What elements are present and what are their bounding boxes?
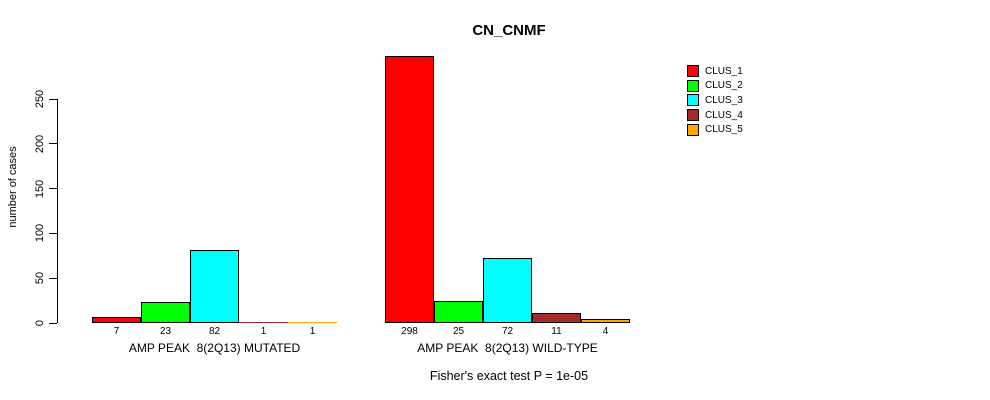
bar-value-label: 298	[401, 326, 418, 337]
legend-swatch	[687, 65, 699, 77]
bar-value-label: 72	[501, 326, 514, 337]
bar-CLUS_4	[532, 313, 581, 323]
bar-value-label: 82	[208, 326, 221, 337]
bar-CLUS_2	[434, 300, 483, 323]
bar-value-label: 1	[309, 326, 316, 337]
legend-row: CLUS_1	[687, 65, 743, 77]
y-axis-tick	[49, 143, 57, 145]
bar-CLUS_5	[288, 322, 337, 323]
bar-value-label: 11	[551, 326, 562, 337]
bar-CLUS_2	[141, 302, 190, 323]
legend-swatch	[687, 109, 699, 122]
y-axis-tick-label: 50	[34, 272, 46, 285]
legend-label: CLUS_5	[705, 124, 743, 136]
group-label: AMP PEAK 8(2Q13) WILD-TYPE	[417, 341, 598, 355]
legend-row: CLUS_4	[687, 109, 743, 122]
bar-value-label: 25	[452, 326, 465, 337]
bar-CLUS_4	[239, 322, 288, 323]
y-axis-tick	[49, 277, 57, 279]
y-axis-tick-label: 250	[34, 89, 46, 109]
legend-swatch	[687, 94, 699, 107]
y-axis-line	[57, 99, 58, 323]
y-axis-title: number of cases	[7, 146, 19, 228]
bar-value-label: 7	[113, 326, 120, 337]
bar-CLUS_5	[581, 319, 630, 323]
y-axis-tick	[49, 98, 57, 100]
legend-label: CLUS_1	[705, 65, 743, 77]
legend-row: CLUS_3	[687, 94, 743, 107]
legend-label: CLUS_3	[705, 94, 743, 106]
y-axis-tick	[49, 232, 57, 234]
bar-CLUS_1	[385, 55, 434, 323]
legend-swatch	[687, 79, 699, 92]
y-axis-tick	[49, 188, 57, 190]
bar-value-label: 1	[260, 326, 267, 337]
y-axis-tick-label: 200	[34, 134, 46, 153]
bar-value-label: 4	[602, 326, 609, 337]
bar-CLUS_3	[190, 249, 239, 323]
y-axis-tick-label: 0	[34, 319, 46, 327]
bar-value-label: 23	[159, 326, 172, 337]
y-axis-tick	[49, 322, 57, 324]
y-axis-tick-label: 100	[34, 224, 46, 243]
legend-row: CLUS_2	[687, 79, 743, 92]
y-axis-tick-label: 150	[34, 179, 46, 198]
group-label: AMP PEAK 8(2Q13) MUTATED	[128, 341, 301, 355]
chart-title: CN_CNMF	[472, 22, 546, 39]
legend-label: CLUS_2	[705, 80, 743, 92]
legend-row: CLUS_5	[687, 123, 743, 136]
legend-label: CLUS_4	[705, 109, 743, 121]
fisher-test-annotation: Fisher's exact test P = 1e-05	[429, 369, 589, 383]
bar-CLUS_1	[92, 316, 141, 323]
bar-CLUS_3	[483, 258, 532, 323]
legend-swatch	[687, 123, 699, 136]
